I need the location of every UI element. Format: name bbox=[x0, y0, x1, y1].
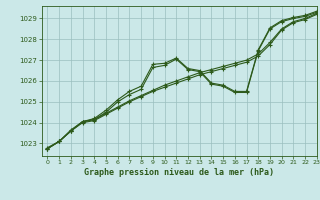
X-axis label: Graphe pression niveau de la mer (hPa): Graphe pression niveau de la mer (hPa) bbox=[84, 168, 274, 177]
